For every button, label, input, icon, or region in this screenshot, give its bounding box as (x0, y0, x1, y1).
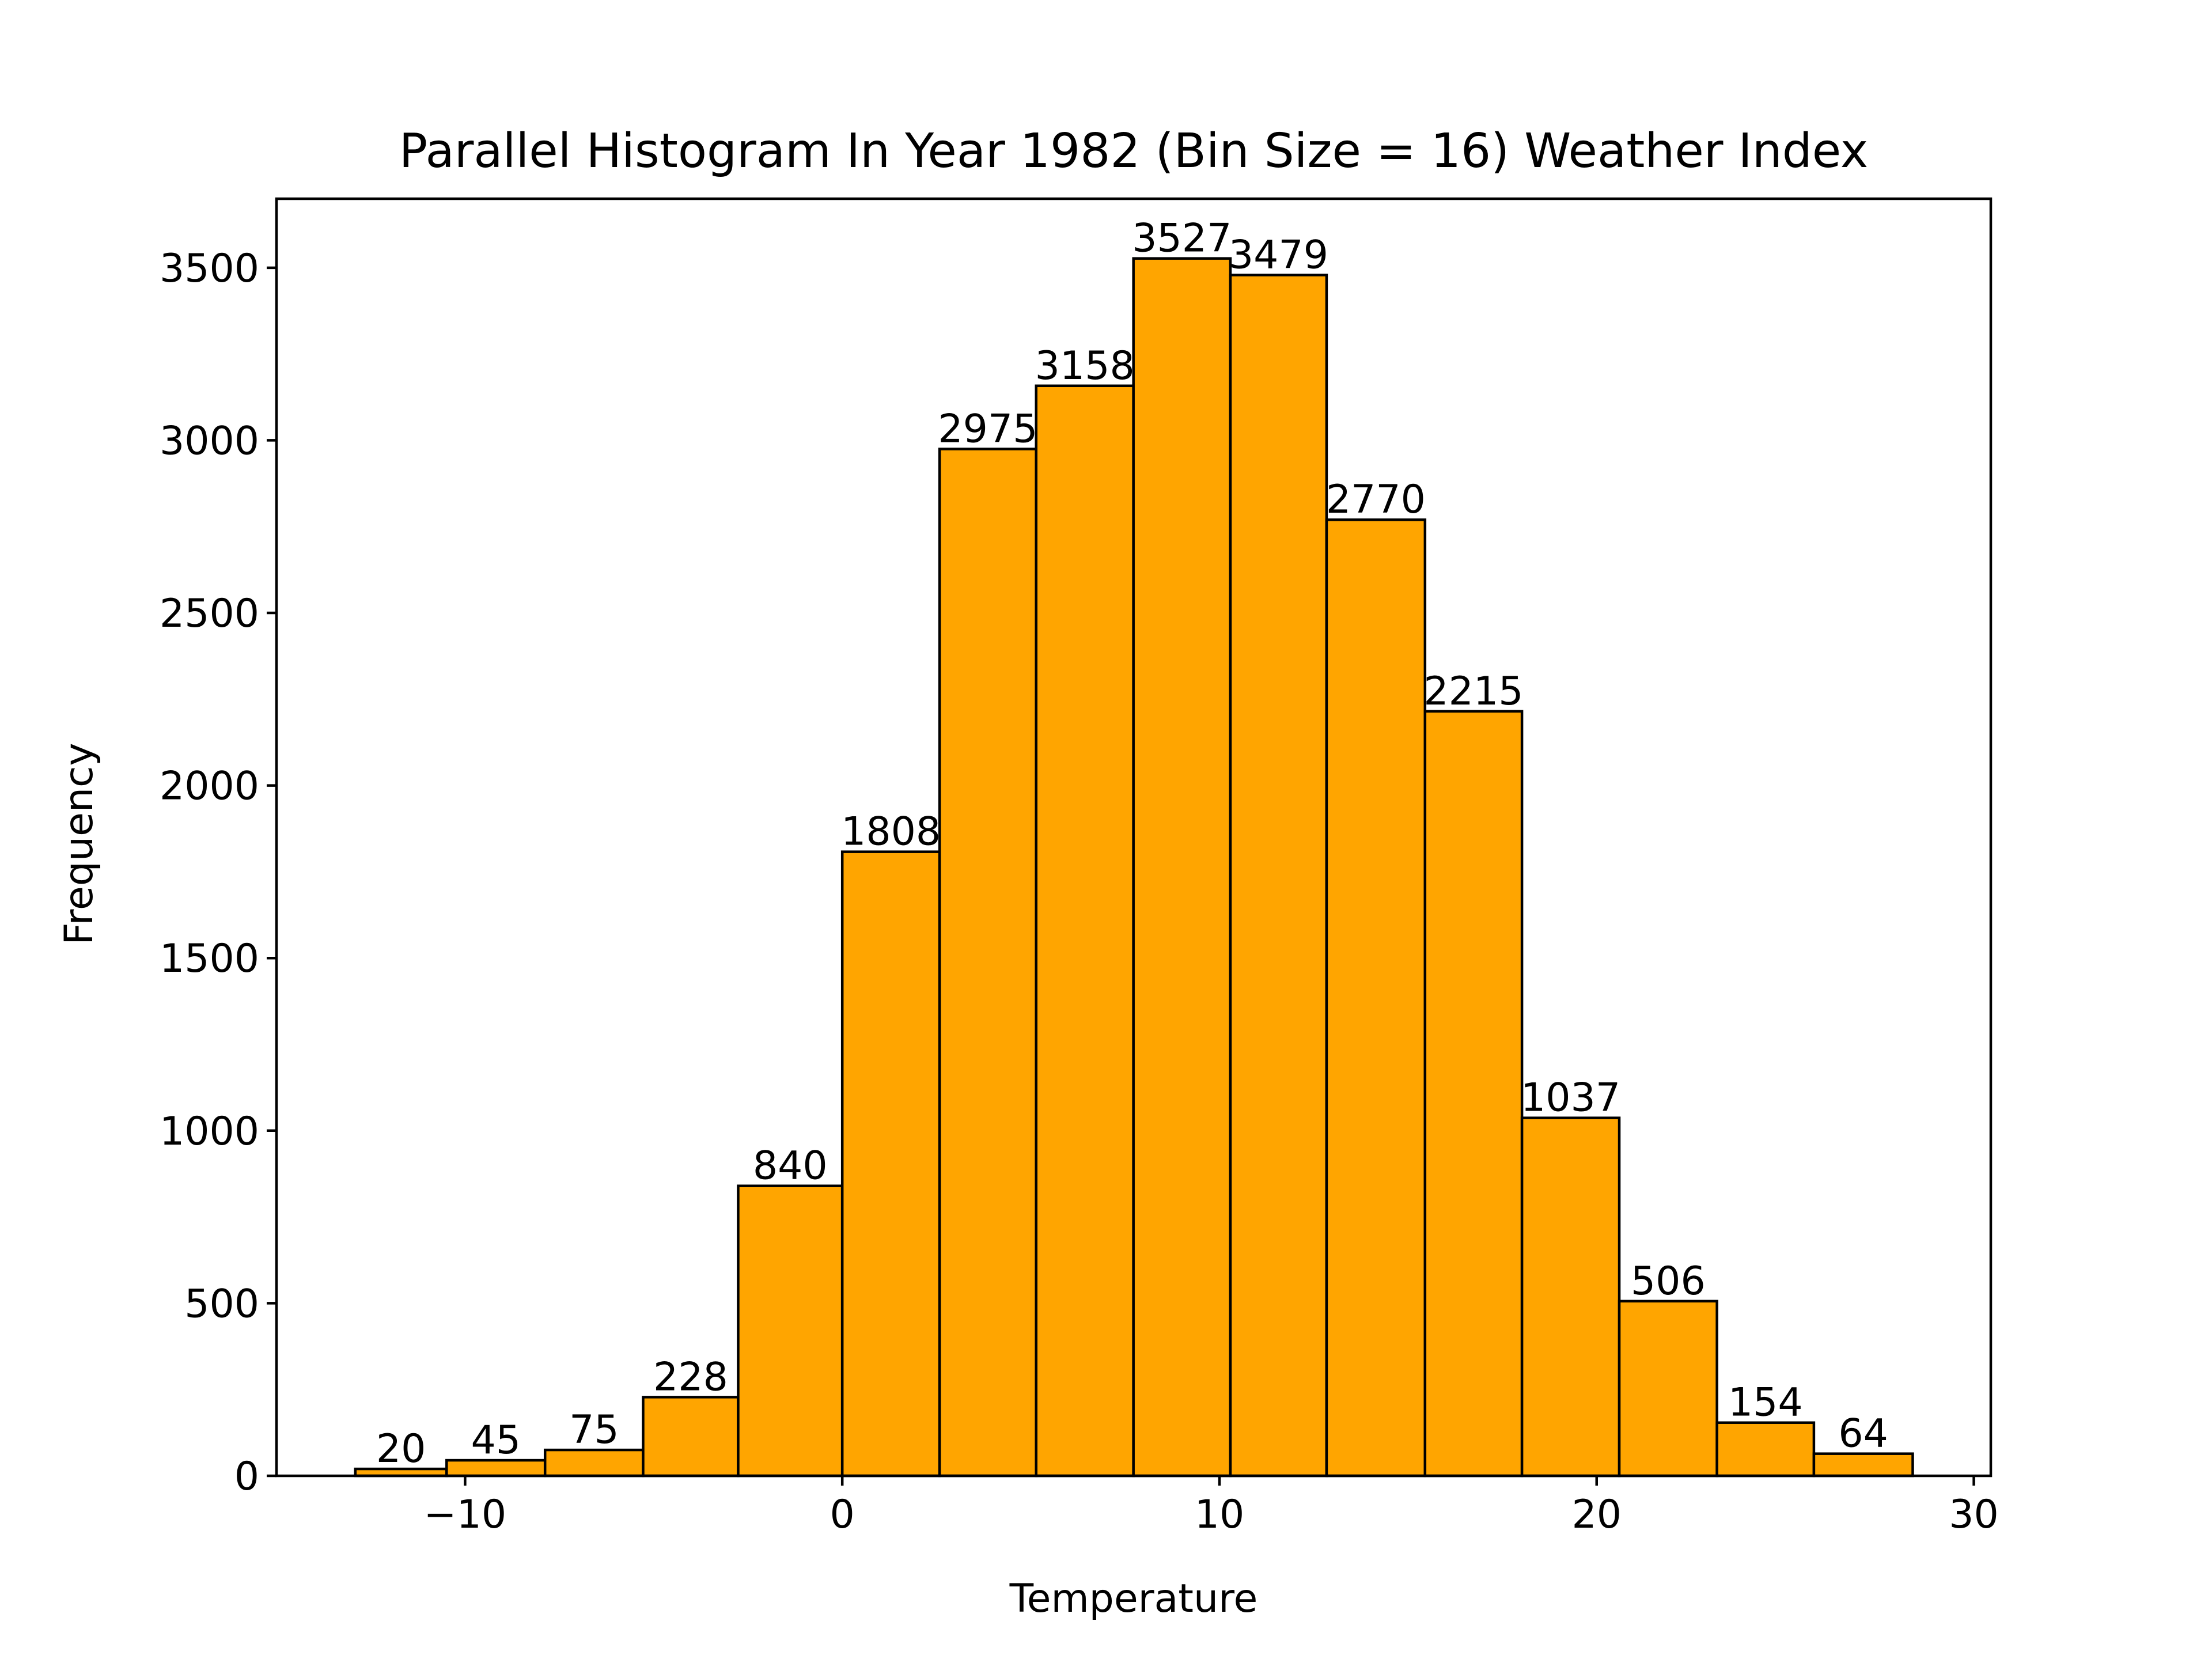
bar-value-label: 2215 (1423, 669, 1523, 714)
bar-value-label: 3479 (1229, 232, 1328, 278)
x-tick-label: 10 (1195, 1492, 1245, 1537)
bar-value-label: 506 (1631, 1259, 1706, 1304)
y-axis-label: Frequency (56, 743, 102, 945)
y-tick-label: 1000 (160, 1109, 259, 1154)
bars-layer (354, 257, 1914, 1478)
x-tick-label: 20 (1571, 1492, 1622, 1537)
x-tick-label: −10 (424, 1492, 507, 1537)
histogram-bar (1520, 1116, 1621, 1478)
histogram-bar (1132, 257, 1232, 1478)
bar-value-label: 64 (1838, 1411, 1888, 1457)
x-axis-label: Temperature (1009, 1576, 1258, 1622)
histogram-bar (840, 850, 941, 1478)
histogram-bar (737, 1184, 844, 1478)
y-tick-label: 2500 (160, 591, 259, 637)
bar-value-label: 75 (569, 1407, 619, 1453)
bar-value-label: 1037 (1521, 1075, 1620, 1121)
bar-value-label: 45 (471, 1418, 521, 1463)
y-tick-label: 2000 (160, 764, 259, 809)
y-tick-label: 0 (234, 1454, 259, 1499)
x-tick-label: 30 (1949, 1492, 1999, 1537)
histogram-bar (1618, 1300, 1718, 1478)
x-tick-label: 0 (830, 1492, 855, 1537)
histogram-bar (642, 1396, 740, 1478)
bar-value-label: 2975 (938, 406, 1037, 452)
y-tick-label: 3000 (160, 418, 259, 464)
histogram-bar (1423, 710, 1524, 1478)
histogram-bar (1035, 384, 1135, 1478)
histogram-bar (938, 448, 1037, 1478)
bar-value-label: 1808 (841, 809, 941, 855)
bar-value-label: 3158 (1035, 343, 1135, 389)
histogram-bar (543, 1448, 645, 1478)
histogram-bar (1325, 518, 1427, 1478)
bar-value-label: 228 (653, 1354, 728, 1400)
histogram-bar (1812, 1452, 1914, 1478)
chart-title: Parallel Histogram In Year 1982 (Bin Siz… (399, 124, 1869, 179)
y-axis: 0 500 1000 1500 2000 2500 3000 3500 (160, 246, 276, 1499)
y-tick-label: 3500 (160, 246, 259, 291)
bar-value-label: 2770 (1326, 477, 1426, 522)
y-tick-label: 1500 (160, 936, 259, 982)
histogram-bar (1229, 274, 1328, 1478)
bar-value-label: 840 (753, 1143, 828, 1189)
bar-value-label: 3527 (1132, 216, 1232, 262)
x-axis: −10 0 10 20 30 (424, 1476, 1999, 1537)
bar-value-label: 154 (1728, 1380, 1803, 1426)
y-tick-label: 500 (184, 1281, 259, 1327)
bar-value-label: 20 (376, 1426, 426, 1472)
histogram-bar (1715, 1421, 1816, 1478)
plot-frame (275, 197, 1993, 1478)
